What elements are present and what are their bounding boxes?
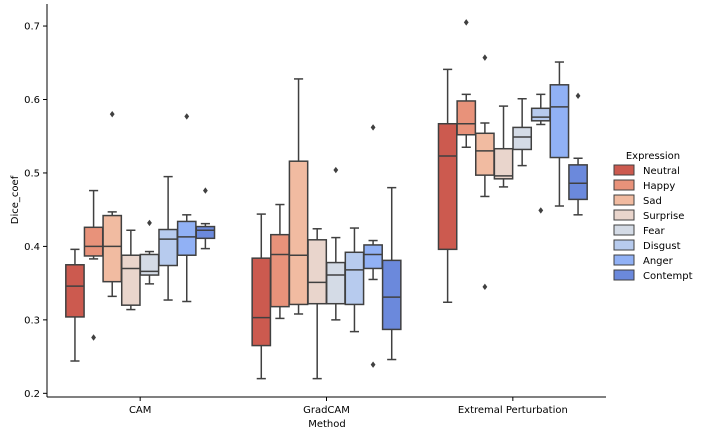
y-tick-label: 0.7 (24, 22, 40, 33)
box-iqr (456, 100, 477, 136)
box-contempt-0 (195, 187, 216, 250)
box-fear-0 (139, 219, 160, 285)
legend-label: Happy (643, 181, 675, 192)
y-tick-label: 0.5 (24, 168, 40, 179)
box-iqr (176, 220, 197, 256)
box-iqr (102, 214, 123, 283)
legend-swatch (613, 269, 635, 281)
box-happy-2 (456, 19, 477, 148)
box-disgust-1 (344, 227, 365, 333)
box-iqr (158, 228, 178, 267)
outlier-point (91, 334, 96, 341)
box-iqr (270, 233, 290, 308)
box-sad-2 (475, 54, 495, 291)
box-iqr (512, 126, 533, 151)
legend-swatch (613, 194, 635, 206)
legend-swatch (613, 224, 635, 236)
box-iqr (288, 160, 309, 306)
outlier-point (538, 207, 544, 214)
box-iqr (493, 147, 514, 180)
x-tick-label: GradCAM (303, 405, 350, 416)
outlier-point (202, 187, 208, 194)
y-tick-label: 0.2 (24, 389, 40, 400)
y-tick-label: 0.4 (24, 242, 40, 253)
legend-label: Sad (643, 196, 662, 207)
outlier-point (463, 19, 469, 26)
x-tick-label: CAM (129, 405, 151, 416)
box-iqr (83, 226, 104, 257)
box-fear-1 (325, 166, 346, 321)
box-iqr (568, 164, 588, 201)
box-iqr (120, 254, 141, 306)
outlier-point (482, 283, 488, 291)
outlier-point (482, 54, 488, 61)
box-iqr (549, 84, 570, 159)
legend-label: Disgust (643, 241, 681, 252)
legend-label: Contempt (643, 271, 693, 282)
legend-title: Expression (626, 151, 680, 162)
box-iqr (65, 264, 85, 318)
legend-swatch (613, 254, 635, 266)
box-anger-1 (363, 124, 383, 368)
box-sad-0 (102, 110, 123, 298)
box-iqr (437, 122, 458, 251)
x-axis-label: Method (308, 419, 346, 430)
box-happy-0 (83, 189, 104, 341)
y-tick-label: 0.6 (24, 95, 40, 106)
x-ticks: CAM GradCAM Extremal Perturbation (129, 397, 568, 416)
y-axis-label: Dice_coef (10, 175, 21, 224)
box-surprise-2 (493, 105, 514, 188)
outlier-point (370, 124, 376, 131)
outlier-point (109, 110, 115, 118)
legend-label: Neutral (643, 166, 680, 177)
box-happy-1 (270, 203, 290, 320)
legend-label: Anger (643, 256, 674, 267)
box-anger-2 (549, 61, 570, 207)
box-iqr (363, 244, 383, 270)
box-neutral-0 (65, 248, 85, 362)
box-contempt-2 (568, 92, 588, 216)
box-fear-2 (512, 98, 533, 167)
legend: Expression Neutral Happy Sad Surprise Fear Di… (613, 151, 693, 282)
box-iqr (251, 257, 272, 347)
box-contempt-1 (381, 186, 402, 361)
legend-swatch (613, 179, 635, 191)
outlier-point (575, 92, 581, 100)
box-plot-layer (65, 19, 588, 380)
outlier-point (370, 361, 376, 368)
outlier-point (147, 219, 152, 227)
legend-label: Surprise (643, 211, 684, 222)
y-ticks: 0.2 0.3 0.4 0.5 0.6 0.7 (24, 22, 47, 400)
box-iqr (195, 225, 216, 240)
box-iqr (530, 107, 551, 122)
legend-swatch (613, 239, 635, 251)
box-sad-1 (288, 78, 309, 315)
box-iqr (325, 261, 346, 305)
box-iqr (381, 259, 402, 331)
legend-swatch (613, 164, 635, 176)
box-neutral-2 (437, 68, 458, 303)
box-disgust-0 (158, 175, 178, 301)
box-neutral-1 (251, 213, 272, 380)
outlier-point (184, 113, 190, 120)
box-iqr (344, 251, 365, 306)
box-disgust-2 (530, 93, 551, 214)
x-tick-label: Extremal Perturbation (458, 405, 568, 416)
legend-swatch (613, 209, 635, 221)
axes (46, 4, 606, 398)
box-surprise-1 (307, 228, 328, 380)
box-iqr (475, 132, 495, 176)
box-anger-0 (176, 113, 197, 303)
outlier-point (333, 166, 339, 174)
box-iqr (307, 239, 328, 305)
y-tick-label: 0.3 (24, 315, 40, 326)
box-surprise-0 (120, 229, 141, 311)
legend-label: Fear (643, 226, 665, 237)
